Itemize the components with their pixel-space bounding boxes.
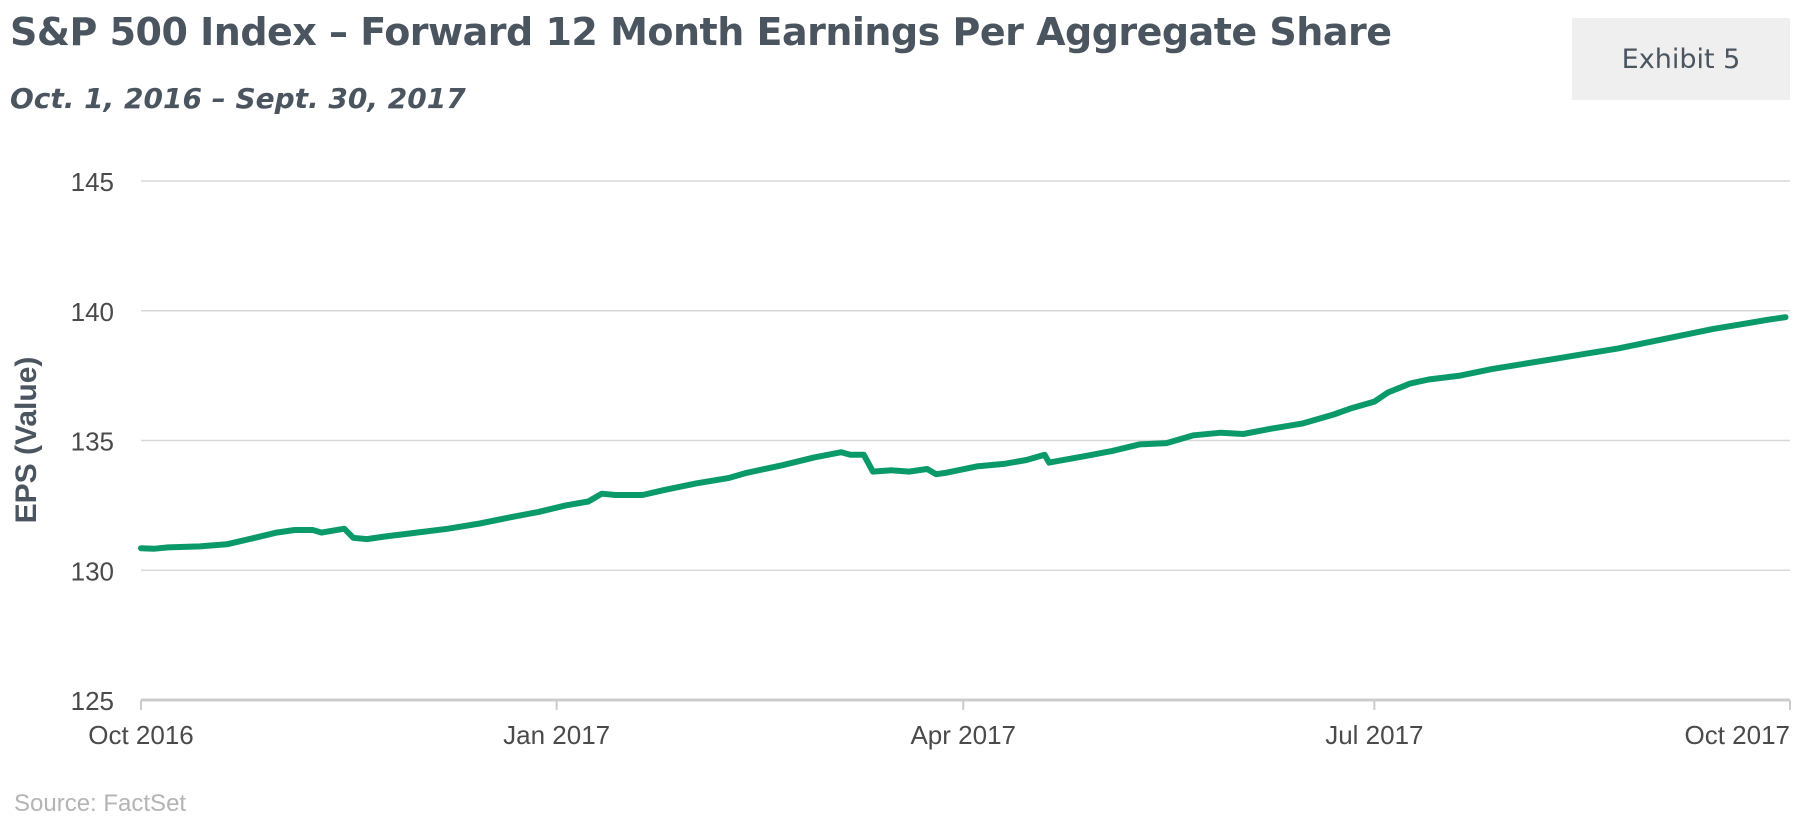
y-tick-label: 145: [71, 167, 114, 197]
chart-title: S&P 500 Index – Forward 12 Month Earning…: [10, 10, 1392, 54]
chart-subtitle: Oct. 1, 2016 – Sept. 30, 2017: [10, 82, 466, 115]
x-tick-label: Oct 2016: [88, 720, 194, 750]
x-tick-label: Apr 2017: [910, 720, 1016, 750]
x-tick-label: Jul 2017: [1325, 720, 1423, 750]
grid-lines: [141, 180, 1790, 571]
x-tick-label: Oct 2017: [1684, 720, 1790, 750]
y-tick-label: 135: [71, 427, 114, 457]
exhibit-badge: Exhibit 5: [1572, 18, 1790, 100]
source-note: Source: FactSet: [14, 790, 187, 817]
y-tick-label: 130: [71, 556, 114, 586]
y-tick-label: 140: [71, 297, 114, 327]
series-layer: [138, 314, 1789, 552]
x-tick-label: Jan 2017: [503, 720, 610, 750]
y-axis-tick-labels: 125 130 135 140 145: [71, 167, 114, 716]
y-axis-label: EPS (Value): [10, 357, 43, 524]
y-tick-label: 125: [71, 686, 114, 716]
x-axis-tick-labels: Oct 2016 Jan 2017 Apr 2017 Jul 2017 Oct 2017: [88, 720, 1790, 750]
eps-series-line: [138, 314, 1789, 552]
x-axis: [140, 698, 1791, 710]
